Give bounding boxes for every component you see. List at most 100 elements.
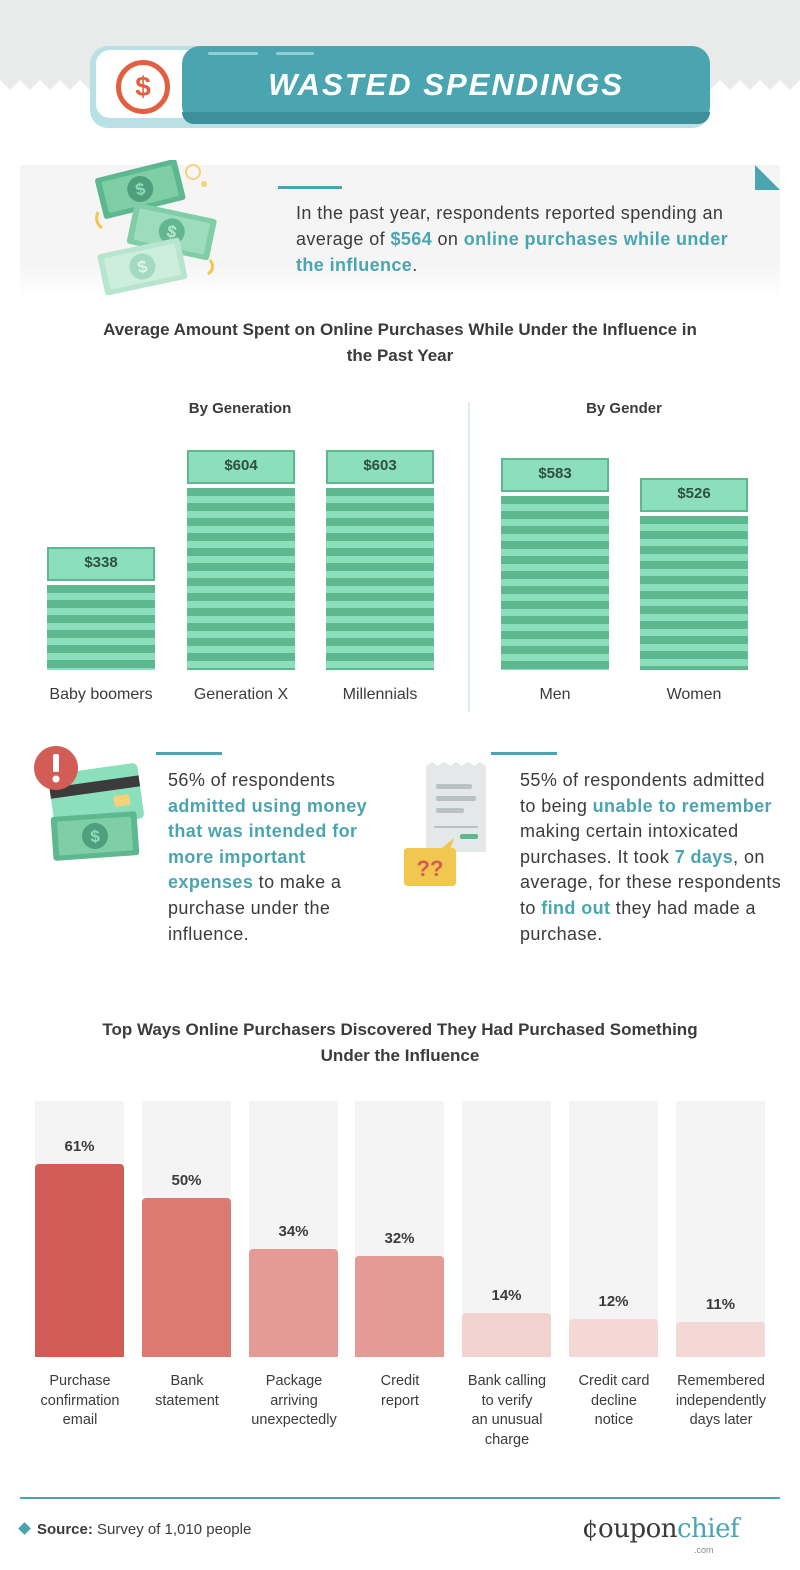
corner-triangle-icon	[755, 165, 780, 190]
footer-divider	[20, 1497, 780, 1499]
percent-label: 34%	[278, 1223, 309, 1240]
fact2-highlight-a: unable to remember	[592, 795, 772, 816]
money-bills-icon: $ $ $	[95, 160, 217, 296]
column-label-line: unexpectedly	[251, 1412, 337, 1428]
bar-value-label: $338	[84, 554, 118, 571]
chart1-divider	[468, 402, 470, 712]
column-label-line: Package	[265, 1373, 323, 1389]
logo-part-b: chief	[676, 1514, 740, 1544]
accent-line	[278, 186, 342, 189]
percent-label: 50%	[171, 1172, 202, 1189]
column-label-line: Credit card	[578, 1373, 650, 1389]
credit-card-warning-icon: $	[34, 746, 144, 861]
fact2-text-c: , on average, for these respondents to	[520, 846, 782, 918]
column-bar	[569, 1319, 658, 1357]
bar-cap	[187, 450, 295, 484]
column-label: Remembered independently days later	[668, 1372, 774, 1431]
bar-cap	[640, 478, 748, 512]
bar-cap	[501, 458, 609, 492]
banner-tick	[208, 52, 258, 55]
category-label: Millennials	[342, 686, 418, 703]
intro-text-pre: In the past year, respondents reported s…	[296, 203, 724, 249]
fact2-text: 55% of respondents admitted to being una…	[520, 768, 782, 947]
bar-body	[640, 516, 748, 670]
column-label-line: an unusual	[471, 1412, 543, 1428]
logo-part-a: ¢oupon	[582, 1514, 677, 1544]
svg-text:$: $	[165, 222, 179, 243]
category-label: Men	[539, 686, 571, 703]
column-bar	[142, 1198, 231, 1357]
category-label: Baby boomers	[49, 686, 153, 703]
column-label-line: email	[62, 1412, 98, 1428]
column-label-line: days later	[689, 1412, 753, 1428]
bar-body	[326, 488, 434, 670]
column-label-line: notice	[594, 1412, 634, 1428]
column-label: Purchase confirmation email	[27, 1372, 133, 1431]
bar-baby-boomers: $338	[47, 547, 155, 670]
column-label-line: report	[381, 1392, 419, 1409]
diamond-icon	[18, 1522, 31, 1535]
column-label-line: independently	[675, 1392, 767, 1409]
bar-cap	[326, 450, 434, 484]
fact2-text-d: they had made a purchase.	[520, 897, 756, 944]
bar-value-label: $603	[363, 457, 397, 474]
column-track	[676, 1101, 765, 1357]
bar-body	[501, 496, 609, 670]
couponchief-logo: ¢ouponchief	[582, 1514, 740, 1544]
banner-shade	[182, 112, 710, 124]
column-label-line: Bank	[170, 1373, 204, 1389]
intro-highlight: online purchases while under the influen…	[296, 229, 729, 275]
column-label-line: Credit	[380, 1373, 420, 1389]
svg-text:$: $	[90, 827, 101, 847]
column-label: Credit report	[347, 1372, 453, 1411]
svg-text:??: ??	[417, 856, 444, 881]
column-label-line: statement	[155, 1392, 219, 1409]
column-label: Bank statement	[134, 1372, 240, 1411]
logo-domain: .com	[694, 1545, 714, 1555]
group-label-generation: By Generation	[188, 400, 292, 417]
column-bar	[462, 1313, 551, 1357]
column-label-line: decline	[591, 1392, 637, 1409]
column-label: Credit card decline notice	[561, 1372, 667, 1431]
column-bar	[355, 1256, 444, 1357]
intro-text-end: .	[412, 255, 418, 275]
bar-cap	[47, 547, 155, 581]
banner-tick	[276, 52, 314, 55]
title-banner: $ WASTED SPENDINGS	[90, 42, 710, 130]
column-label: Package arriving unexpectedly	[241, 1372, 347, 1431]
fact2-highlight-b: 7 days	[674, 846, 734, 867]
accent-line	[491, 752, 557, 755]
accent-line	[156, 752, 222, 755]
intro-amount: $564	[390, 229, 433, 249]
fact1-highlight: admitted using money that was intended f…	[168, 795, 368, 893]
fact2-highlight-c: find out	[541, 897, 611, 918]
bar-value-label: $604	[224, 457, 258, 474]
intro-text-mid: on	[432, 229, 464, 249]
percent-label: 12%	[598, 1293, 629, 1310]
fact1-text-a: 56% of respondents	[168, 770, 336, 790]
fact2-text-a: 55% of respondents admitted to being	[520, 770, 765, 816]
column-bar	[676, 1322, 765, 1357]
percent-label: 14%	[491, 1287, 522, 1304]
fact1-text-b: to make a purchase under the influence.	[168, 872, 342, 944]
chart2-title: Top Ways Online Purchasers Discovered Th…	[102, 1020, 698, 1065]
percent-label: 11%	[705, 1296, 736, 1313]
svg-text:$: $	[136, 257, 150, 278]
bar-body	[47, 585, 155, 670]
page-title: WASTED SPENDINGS	[268, 67, 624, 102]
dollar-icon: $	[116, 60, 170, 114]
bar-men: $583	[501, 458, 609, 670]
intro-text: In the past year, respondents reported s…	[296, 200, 746, 278]
receipt-question-icon: ??	[404, 762, 486, 886]
source-text: Survey of 1,010 people	[92, 1521, 252, 1538]
percent-label: 61%	[64, 1138, 95, 1155]
column-bar	[249, 1249, 338, 1357]
group-label-gender: By Gender	[586, 400, 662, 417]
source-label: Source:	[37, 1521, 93, 1538]
column-track	[569, 1101, 658, 1357]
column-label-line: Purchase	[49, 1373, 111, 1389]
column-label-line: Bank calling	[467, 1373, 547, 1389]
column-label-line: charge	[484, 1431, 530, 1448]
bar-value-label: $526	[677, 485, 711, 502]
fact2-text-b: making certain intoxicated purchases. It…	[520, 821, 739, 867]
